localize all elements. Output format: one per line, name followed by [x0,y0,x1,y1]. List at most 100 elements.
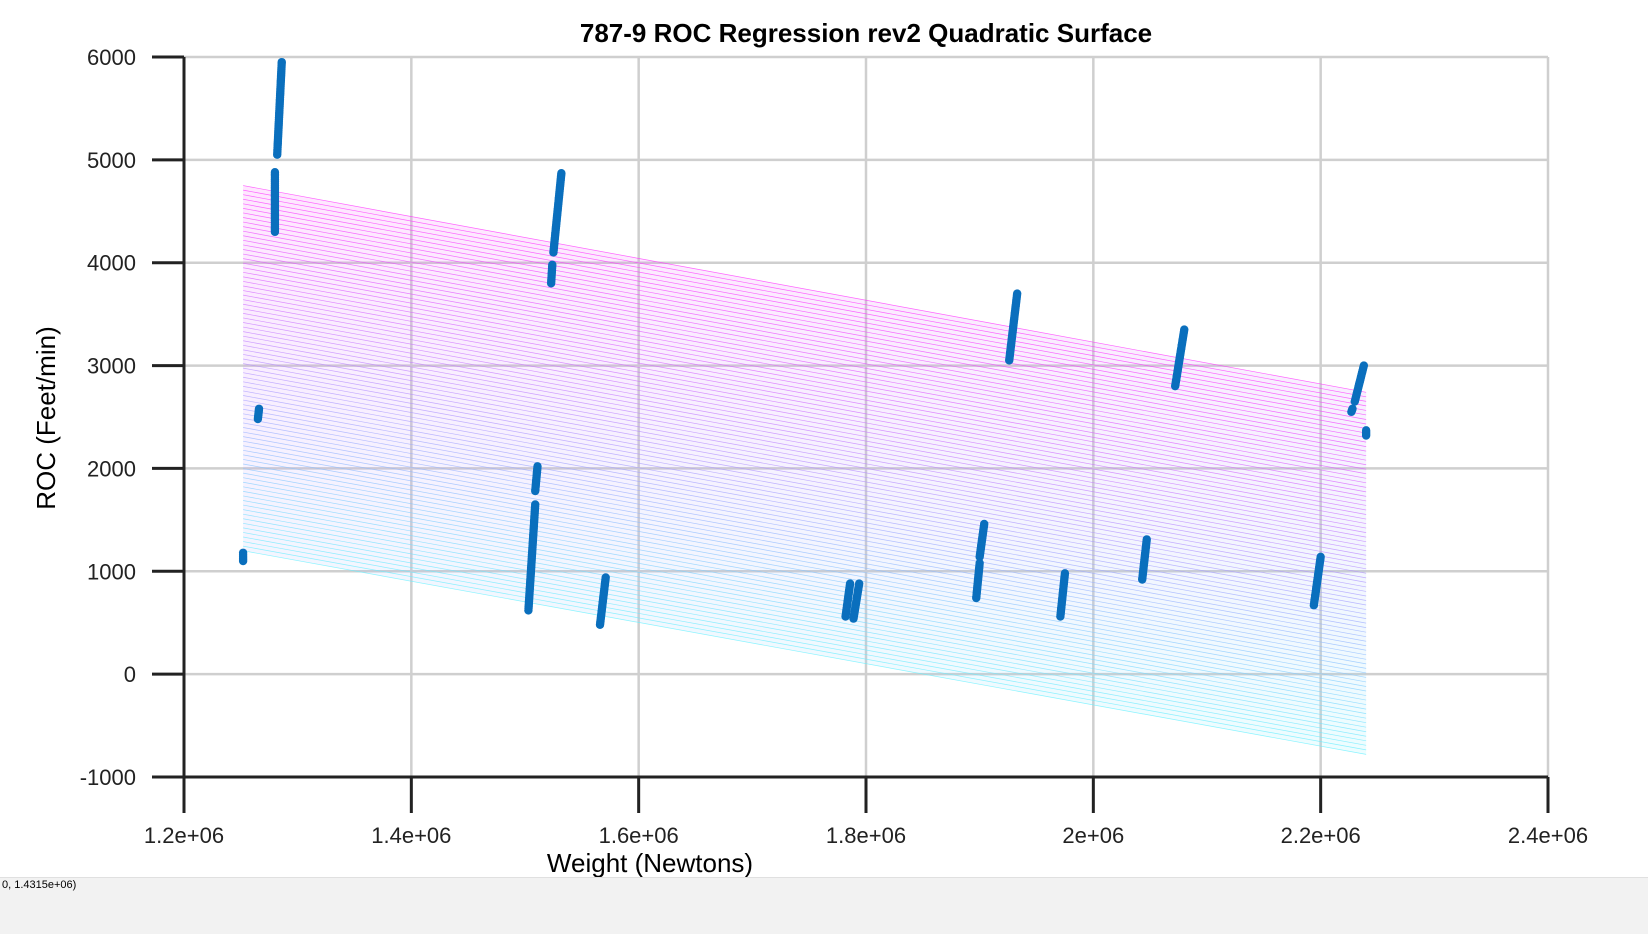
surface-mesh-hline [243,354,1367,561]
surface-mesh-hline [243,518,1367,724]
surface-mesh-hline [243,235,1367,443]
y-tick-label: 4000 [87,251,136,276]
data-point [548,260,557,269]
y-tick-label: -1000 [80,765,136,790]
surface-mesh-hline [243,290,1367,497]
surface-mesh-hline [243,472,1367,678]
surface-mesh-hline [243,322,1367,529]
surface-mesh-hline [243,340,1367,547]
data-point [277,57,286,67]
surface-mesh-hline [243,504,1367,710]
chart-title: 787-9 ROC Regression rev2 Quadratic Surf… [580,18,1152,48]
surface-mesh-hline [243,532,1367,737]
surface-mesh-hline [243,491,1367,696]
surface-mesh-hline [243,276,1367,484]
surface-mesh-hline [243,285,1367,493]
surface-mesh-hline [243,390,1367,597]
surface-mesh-hline [243,468,1367,674]
data-point [1142,535,1151,544]
surface-mesh-hline [243,527,1367,733]
surface-mesh-hline [243,262,1367,470]
surface-mesh-hline [243,221,1367,429]
coordinate-readout: 0, 1.4315e+06) [2,879,77,891]
surface-mesh-hline [243,422,1367,628]
data-point [531,500,540,509]
x-axis-label: Weight (Newtons) [547,848,753,878]
surface-mesh-hline [243,230,1367,438]
data-point [238,548,248,557]
y-tick-label: 0 [124,662,136,687]
surface-mesh-hline [243,408,1367,615]
data-point [980,519,989,529]
surface-mesh-hline [243,267,1367,475]
surface-mesh-hline [243,536,1367,742]
x-tick-label: 2.4e+06 [1508,823,1588,848]
surface-mesh-hline [243,249,1367,457]
roc-regression-chart: -1000 0 1000 2000 3000 4000 5000 6000 1.2e+06 1.4… [31,18,1588,878]
y-tick-label: 5000 [87,148,136,173]
surface-mesh-hline [243,399,1367,606]
data-point [845,579,855,588]
surface-mesh-hline [243,427,1367,633]
data-point [975,558,984,568]
surface-mesh-hline [243,335,1367,543]
surface-mesh-hline [243,217,1367,425]
surface-mesh-hline [243,413,1367,619]
surface-mesh-hline [243,550,1367,755]
x-tick-label: 1.6e+06 [599,823,679,848]
x-tick-label: 2.2e+06 [1281,823,1361,848]
surface-mesh-hline [243,445,1367,651]
y-tick-label: 6000 [87,45,136,70]
surface-mesh-hline [243,500,1367,705]
y-axis-label: ROC (Feet/min) [31,326,61,509]
surface-mesh-hline [243,349,1367,556]
surface-mesh-hline [243,463,1367,669]
x-tick-label: 1.2e+06 [144,823,224,848]
surface-mesh-hline [243,376,1367,583]
surface-mesh-hline [243,418,1367,624]
data-point [1180,325,1189,334]
surface-mesh-hline [243,386,1367,592]
data-point [1348,404,1357,413]
surface-mesh-hline [243,313,1367,520]
data-point [533,462,542,471]
data-point [1359,361,1369,370]
x-tick-label: 1.8e+06 [826,823,906,848]
surface-mesh-hline [243,308,1367,515]
data-points [238,57,1371,629]
data-point [1361,426,1371,435]
data-point [254,404,264,413]
surface-mesh-hline [243,344,1367,552]
surface-mesh-hline [243,244,1367,452]
surface-mesh-hline [243,239,1367,447]
data-point [854,579,864,588]
surface-mesh-hline [243,372,1367,579]
data-point [601,573,610,582]
surface-mesh-hline [243,449,1367,656]
y-tick-label: 3000 [87,354,136,379]
data-point [557,169,566,178]
surface-mesh-hline [243,253,1367,461]
surface-mesh-hline [243,404,1367,610]
surface-mesh-hline [243,226,1367,434]
surface-mesh-hline [243,513,1367,719]
surface-mesh-hline [243,317,1367,524]
surface-mesh-hline [243,381,1367,588]
surface-mesh-hline [243,454,1367,660]
surface-mesh-hline [243,271,1367,479]
surface-mesh-hline [243,440,1367,647]
surface-mesh-hline [243,367,1367,574]
surface-mesh-hline [243,495,1367,701]
surface-mesh-hline [243,486,1367,692]
surface-mesh-hline [243,326,1367,533]
surface-mesh-hline [243,331,1367,538]
surface-mesh-hline [243,299,1367,506]
surface-mesh-hline [243,294,1367,502]
surface-mesh-hline [243,281,1367,488]
data-point [1060,569,1070,578]
surface-mesh-hline [243,363,1367,570]
surface-mesh-hline [243,541,1367,746]
surface-mesh-hline [243,477,1367,683]
surface-mesh-hline [243,395,1367,601]
surface-mesh-hline [243,258,1367,466]
